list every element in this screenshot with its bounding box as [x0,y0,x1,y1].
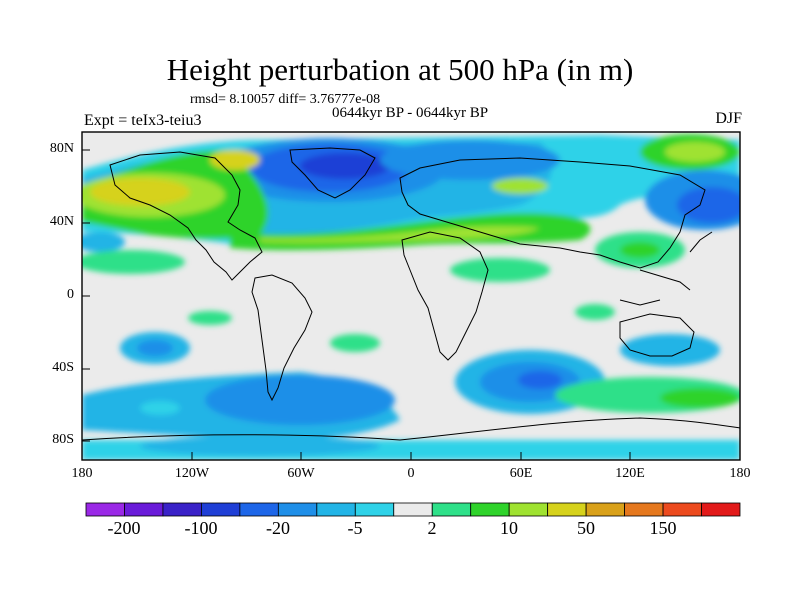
colorbar-label: 2 [427,518,437,538]
x-tick-label: 120E [615,466,645,481]
colorbar-swatch [585,502,625,517]
colorbar-swatch [162,502,202,517]
colorbar-swatch [662,502,702,517]
colorbar-swatch [277,502,318,517]
contour-field [82,132,740,460]
colorbar-label: -100 [184,518,218,538]
colorbar-label: 10 [500,518,518,538]
map-title: Height perturbation at 500 hPa (in m) [166,52,634,87]
y-tick-label: 80N [49,141,74,156]
x-tick-label: 120W [174,466,210,481]
axis-ticks [81,149,741,460]
coastlines [82,147,740,441]
colorbar-swatch [85,502,125,517]
y-tick-label: 80S [52,432,74,447]
period-label: 0644kyr BP - 0644kyr BP [331,105,489,121]
colorbar-swatch [201,502,241,517]
colorbar-label: 50 [577,518,595,538]
colorbar-swatch [393,502,433,517]
y-tick-label: 40N [49,214,74,229]
colorbar-swatch [354,502,395,517]
colorbar-swatch [431,502,472,517]
x-tick-label: 180 [729,466,751,481]
colorbar-swatch [316,502,356,517]
y-tick-label: 0 [67,287,74,302]
colorbar-swatch [470,502,510,517]
colorbar [85,502,741,517]
stats-line: rmsd= 8.10057 diff= 3.76777e-08 [190,92,381,107]
experiment-label: Expt = teIx3-teiu3 [84,112,202,129]
colorbar-label: 150 [649,518,677,538]
colorbar-swatch [701,502,741,517]
season-label: DJF [715,110,742,127]
colorbar-swatch [624,502,664,517]
colorbar-swatch [239,502,279,517]
colorbar-swatch [124,502,164,517]
colorbar-swatch [508,502,549,517]
x-tick-label: 0 [407,466,415,481]
colorbar-swatch [547,502,587,517]
x-tick-label: 180 [71,466,93,481]
x-tick-label: 60E [509,466,533,481]
x-tick-label: 60W [287,466,315,481]
y-tick-label: 40S [52,360,74,375]
colorbar-label: -5 [347,518,363,538]
colorbar-label: -20 [266,518,290,538]
colorbar-label: -200 [107,518,141,538]
